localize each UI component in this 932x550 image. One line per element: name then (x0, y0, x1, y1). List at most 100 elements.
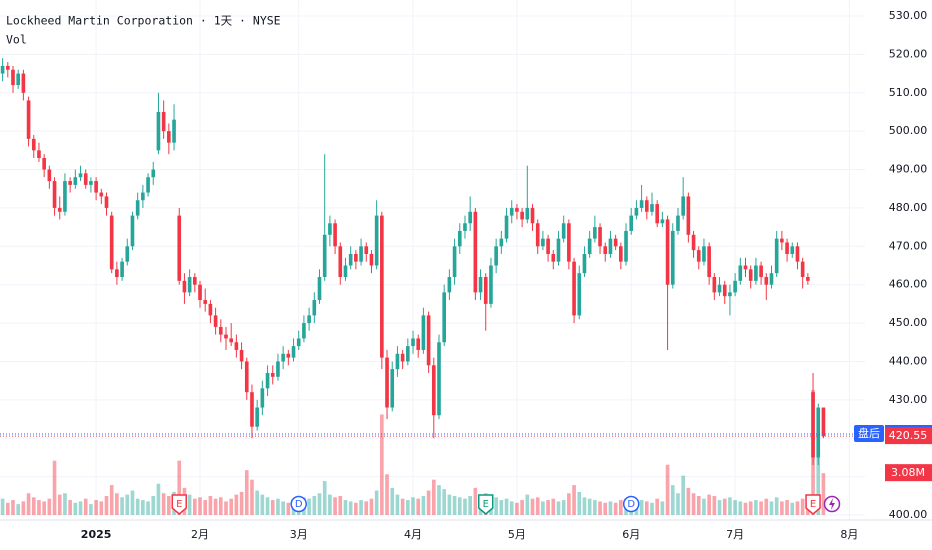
volume-bar (213, 498, 218, 515)
volume-bar (374, 490, 379, 515)
volume-bar (754, 500, 758, 515)
candle-body (343, 265, 348, 278)
candle-body (644, 200, 649, 212)
candle-body (582, 253, 587, 274)
after-hours-tag-bg (854, 425, 884, 443)
volume-bar (89, 504, 93, 515)
candle-body (141, 192, 145, 201)
volume-bar (411, 497, 415, 515)
candle-body (11, 69, 15, 86)
volume-bar (37, 500, 41, 515)
candle-body (203, 300, 208, 304)
volume-bar (11, 500, 15, 515)
volume-bar (400, 498, 405, 515)
earnings-icon (478, 494, 494, 515)
volume-bar (115, 493, 119, 515)
candle-body (198, 284, 202, 301)
candle-body (816, 407, 821, 458)
candle-body (104, 196, 109, 208)
volume-title: Vol (6, 33, 27, 47)
volume-bar (390, 487, 395, 515)
y-tick-label: 510.00 (889, 86, 928, 99)
candle-body (774, 238, 779, 274)
candle-body (63, 181, 67, 212)
candle-body (125, 246, 130, 262)
x-tick-label: 6月 (622, 528, 640, 541)
volume-bar (239, 491, 244, 515)
candle-body (182, 280, 187, 293)
volume-bar (0, 498, 5, 515)
volume-bar (68, 500, 72, 515)
candle-body (473, 211, 478, 293)
candle-body (83, 173, 88, 185)
volume-label-bg (885, 464, 932, 482)
volume-bar (203, 500, 208, 515)
y-tick-label: 400.00 (889, 508, 928, 521)
candle-body (728, 292, 732, 297)
candle-body (478, 277, 483, 293)
y-tick-label: 520.00 (889, 47, 928, 60)
volume-bar (515, 502, 519, 515)
candle-body (452, 246, 457, 278)
volume-bar (83, 498, 88, 515)
volume-bar (406, 500, 410, 515)
volume-bar (457, 497, 462, 515)
volume-bar (764, 498, 769, 515)
candle-body (411, 338, 415, 347)
candle-body (504, 215, 509, 239)
volume-bar (780, 501, 784, 515)
candle-body (733, 280, 737, 293)
candle-body (307, 315, 311, 324)
volume-bar (224, 501, 228, 515)
volume-bar (307, 498, 311, 515)
candle-body (26, 100, 31, 139)
volume-bar (509, 501, 514, 515)
volume-bar (281, 501, 285, 515)
candle-body (281, 353, 285, 362)
candle-body (738, 265, 743, 281)
volume-bar (31, 497, 36, 515)
candle-body (239, 349, 244, 362)
volume-bar (816, 440, 821, 515)
event-label: E (810, 499, 816, 510)
volume-bar (312, 495, 317, 515)
candle-body (255, 407, 259, 427)
volume-bar (94, 500, 98, 515)
candle-body (754, 265, 758, 281)
volume-bar (328, 494, 332, 515)
volume-bar (250, 479, 254, 515)
volume-bar (5, 502, 10, 515)
last-price: 420.55 (889, 429, 928, 442)
volume-bar (572, 485, 576, 515)
candle-body (265, 372, 270, 389)
volume-bar (26, 493, 31, 515)
candle-body (291, 346, 296, 358)
candle-body (821, 407, 826, 437)
candle-body (328, 223, 332, 235)
candle-body (639, 200, 644, 208)
x-tick-label: 7月 (726, 528, 744, 541)
candle-body (115, 269, 119, 278)
volume-bar (276, 498, 280, 515)
candle-body (57, 207, 62, 212)
volume-bar (452, 495, 457, 515)
candle-body (593, 227, 597, 239)
volume-bar (109, 485, 114, 515)
earnings-icon (171, 494, 187, 515)
volume-bar (260, 494, 265, 515)
volume-bar (670, 485, 675, 515)
volume-bar (431, 479, 436, 515)
y-tick-label: 490.00 (889, 163, 928, 176)
volume-bar (416, 498, 421, 515)
volume-bar (286, 502, 291, 515)
candle-body (68, 181, 72, 185)
x-tick-label: 2月 (191, 528, 209, 541)
y-tick-label: 440.00 (889, 354, 928, 367)
candle-body (686, 196, 691, 235)
volume-bar (535, 497, 540, 515)
volume-bar (650, 502, 654, 515)
candle-body (390, 369, 395, 408)
volume-bar (785, 500, 789, 515)
volume-bar (354, 502, 358, 515)
